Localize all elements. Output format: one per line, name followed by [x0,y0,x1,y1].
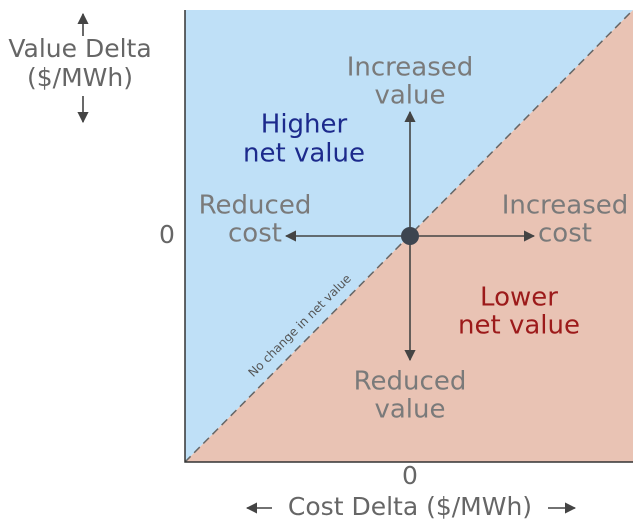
y-axis-label: ($/MWh) [27,63,133,92]
region-label: net value [243,139,365,169]
y-axis-label: Value Delta [8,34,151,63]
direction-label: Increased [502,191,629,221]
axes [184,10,633,463]
direction-label: Reduced [354,367,467,397]
origin-dot [401,227,419,245]
region-label: Lower [480,283,558,313]
direction-label: Reduced [199,191,312,221]
x-zero: 0 [402,461,418,490]
direction-label: cost [538,219,592,249]
region-label: Higher [261,110,348,140]
direction-label: cost [228,219,282,249]
direction-label: Increased [347,53,474,83]
direction-label: value [374,81,445,111]
x-axis-label: Cost Delta ($/MWh) [288,492,532,521]
region-label: net value [458,311,580,341]
direction-label: value [374,395,445,425]
y-zero: 0 [159,220,175,249]
